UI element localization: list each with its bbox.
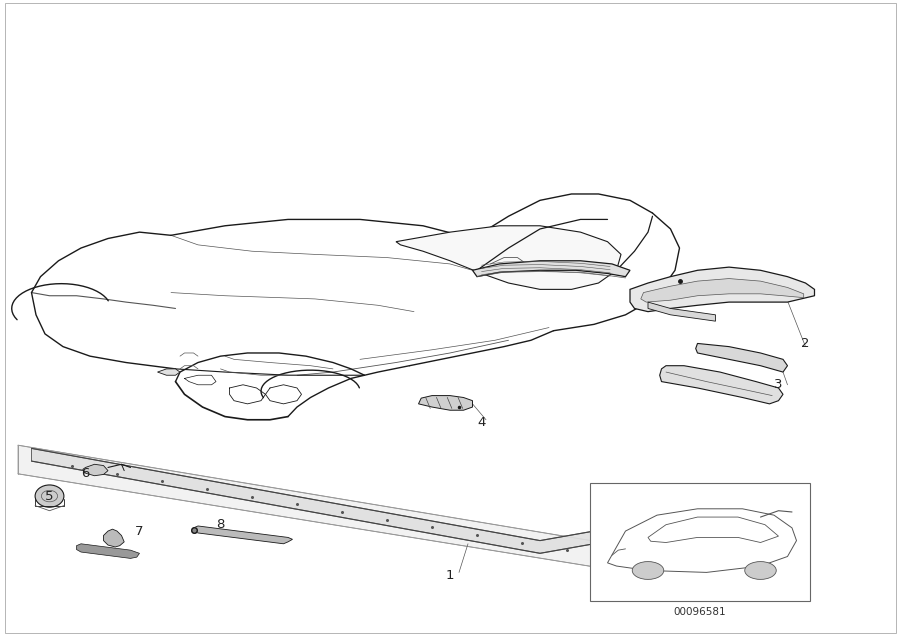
Text: 00096581: 00096581 <box>673 607 726 618</box>
Text: 2: 2 <box>801 337 810 350</box>
Polygon shape <box>76 544 140 558</box>
Polygon shape <box>83 464 108 476</box>
Text: 8: 8 <box>216 518 225 531</box>
Polygon shape <box>396 226 621 289</box>
Text: 5: 5 <box>45 490 54 502</box>
Text: 6: 6 <box>81 467 90 480</box>
Polygon shape <box>418 396 472 410</box>
Ellipse shape <box>632 562 664 579</box>
Polygon shape <box>660 366 783 404</box>
Text: 3: 3 <box>774 378 783 391</box>
Polygon shape <box>630 267 814 312</box>
Polygon shape <box>18 445 792 576</box>
Polygon shape <box>472 261 630 277</box>
Polygon shape <box>104 529 124 547</box>
FancyBboxPatch shape <box>590 483 810 601</box>
Polygon shape <box>194 526 292 544</box>
Polygon shape <box>696 343 788 372</box>
Ellipse shape <box>35 485 64 508</box>
Polygon shape <box>32 448 630 553</box>
Ellipse shape <box>745 562 776 579</box>
Polygon shape <box>648 302 716 321</box>
Polygon shape <box>641 279 804 302</box>
Text: 7: 7 <box>135 525 144 537</box>
Polygon shape <box>158 369 180 375</box>
Text: 1: 1 <box>446 569 454 582</box>
Text: 4: 4 <box>477 417 486 429</box>
